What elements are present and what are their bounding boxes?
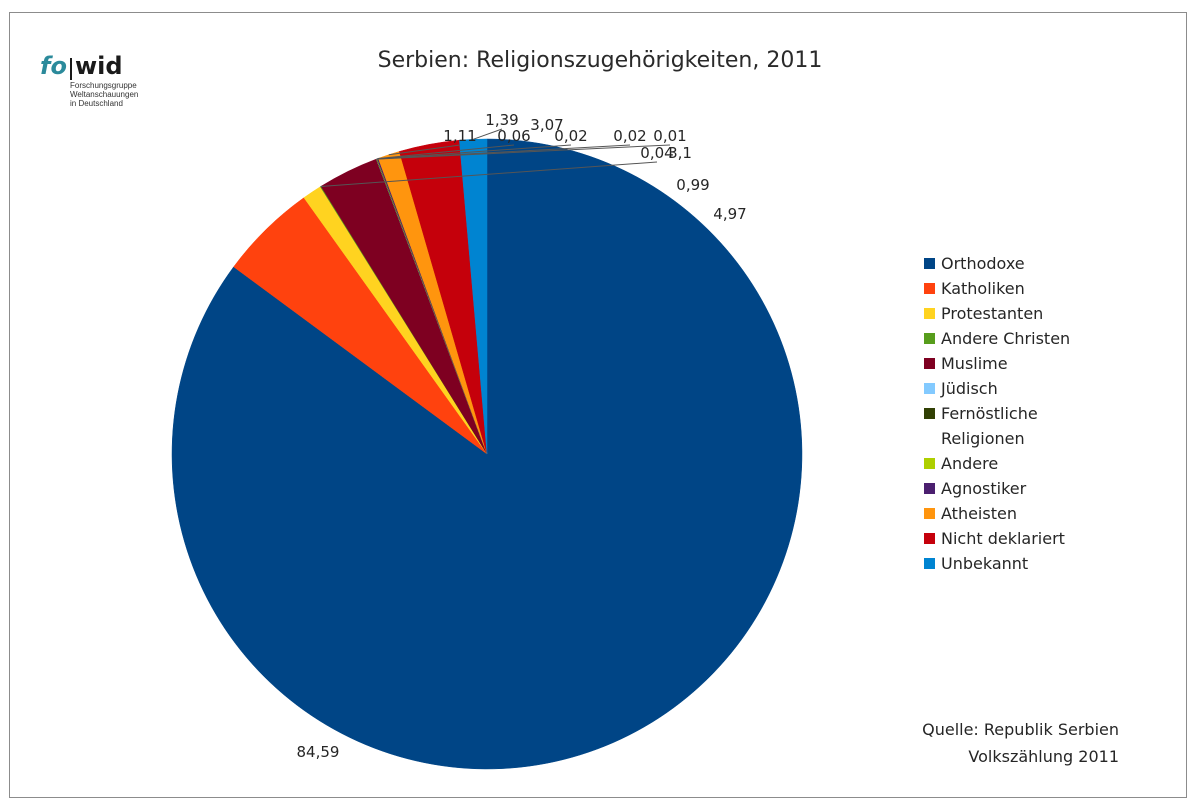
source-line-2: Volkszählung 2011 [968, 747, 1119, 766]
legend-swatch [924, 283, 935, 294]
legend-label: Andere [941, 454, 999, 473]
data-label: 0,02 [613, 127, 646, 145]
data-label: 1,11 [443, 127, 476, 145]
chart-legend: Orthodoxe Katholiken Protestanten Andere Ch… [924, 251, 1091, 576]
data-label: 3,1 [668, 144, 692, 162]
legend-item: Katholiken [924, 276, 1091, 301]
legend-item: Andere [924, 451, 1091, 476]
data-label: 4,97 [713, 205, 746, 223]
logo-subtitle-line: Weltanschauungen [70, 90, 139, 99]
legend-swatch [924, 358, 935, 369]
legend-swatch [924, 383, 935, 394]
legend-item: Orthodoxe [924, 251, 1091, 276]
legend-item: Unbekannt [924, 551, 1091, 576]
legend-item: Fernöstliche Religionen [924, 401, 1091, 451]
legend-swatch [924, 258, 935, 269]
legend-label: Katholiken [941, 279, 1025, 298]
data-label: 1,39 [485, 111, 518, 129]
legend-item: Agnostiker [924, 476, 1091, 501]
legend-item: Protestanten [924, 301, 1091, 326]
fowid-logo: fo wid Forschungsgruppe Weltanschauungen… [40, 52, 138, 108]
data-label: 0,02 [554, 127, 587, 145]
legend-swatch [924, 408, 935, 419]
logo-mark: fo wid [40, 52, 138, 80]
leader-line [388, 144, 461, 156]
logo-subtitle-line: Forschungsgruppe [70, 81, 137, 90]
leader-line [320, 161, 658, 188]
leader-line [376, 144, 572, 160]
data-label: 0,01 [653, 127, 686, 145]
logo-fo: fo [40, 52, 67, 80]
legend-label: Nicht deklariert [941, 529, 1065, 548]
legend-label: Muslime [941, 354, 1008, 373]
data-label: 84,59 [297, 743, 340, 761]
legend-swatch [924, 508, 935, 519]
legend-swatch [924, 308, 935, 319]
data-label: 0,04 [640, 144, 673, 162]
legend-swatch [924, 333, 935, 344]
leader-line [376, 144, 631, 160]
legend-item: Atheisten [924, 501, 1091, 526]
legend-swatch [924, 533, 935, 544]
legend-label: Protestanten [941, 304, 1044, 323]
logo-subtitle: Forschungsgruppe Weltanschauungen in Deu… [70, 81, 138, 108]
leader-line [472, 128, 503, 140]
legend-label: Agnostiker [941, 479, 1027, 498]
logo-divider [69, 58, 72, 80]
logo-wid: wid [74, 52, 123, 80]
legend-item: Jüdisch [924, 376, 1091, 401]
data-label: 0,06 [497, 127, 530, 145]
data-label: 0,99 [676, 176, 709, 194]
logo-subtitle-line: in Deutschland [70, 99, 123, 108]
legend-label: Fernöstliche Religionen [941, 404, 1038, 448]
legend-swatch [924, 458, 935, 469]
chart-title: Serbien: Religionszugehörigkeiten, 2011 [377, 48, 823, 73]
legend-label: Orthodoxe [941, 254, 1025, 273]
legend-swatch [924, 483, 935, 494]
legend-label: Jüdisch [941, 379, 998, 398]
legend-label: Atheisten [941, 504, 1017, 523]
legend-swatch [924, 558, 935, 569]
legend-item: Nicht deklariert [924, 526, 1091, 551]
pie-slice [459, 138, 488, 455]
data-label: 3,07 [530, 116, 563, 134]
legend-item: Andere Christen [924, 326, 1091, 351]
source-line-1: Quelle: Republik Serbien [922, 720, 1119, 739]
legend-item: Muslime [924, 351, 1091, 376]
legend-label: Unbekannt [941, 554, 1029, 573]
legend-label: Andere Christen [941, 329, 1071, 348]
leader-line [377, 144, 515, 160]
source-note: Quelle: Republik Serbien Volkszählung 20… [922, 716, 1119, 770]
